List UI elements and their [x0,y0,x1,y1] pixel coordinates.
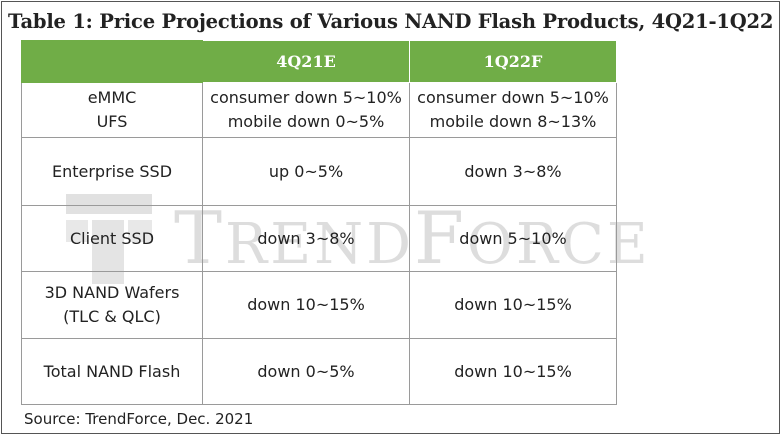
table-row: Client SSD down 3~8% down 5~10% [21,205,617,272]
product-cell: Total NAND Flash [21,338,203,405]
value-cell-4q21e: down 3~8% [202,205,410,272]
value-cell-1q22f: down 10~15% [409,338,617,405]
value-cell-1q22f: consumer down 5~10% mobile down 8~13% [409,82,617,138]
value-cell-1q22f: down 5~10% [409,205,617,272]
header-4q21e: 4Q21E [202,40,410,83]
header-blank-cell [21,40,203,83]
value-cell-1q22f: down 10~15% [409,271,617,339]
price-projection-table: 4Q21E 1Q22F eMMC UFS consumer down 5~10%… [21,40,617,405]
product-cell: eMMC UFS [21,82,203,138]
table-row: Enterprise SSD up 0~5% down 3~8% [21,137,617,206]
value-cell-4q21e: up 0~5% [202,137,410,206]
table-title: Table 1: Price Projections of Various NA… [8,10,774,33]
value-cell-4q21e: consumer down 5~10% mobile down 0~5% [202,82,410,138]
table-header-row: 4Q21E 1Q22F [21,40,617,83]
product-cell: Client SSD [21,205,203,272]
value-cell-1q22f: down 3~8% [409,137,617,206]
table-row: 3D NAND Wafers (TLC & QLC) down 10~15% d… [21,271,617,339]
product-cell: 3D NAND Wafers (TLC & QLC) [21,271,203,339]
product-cell: Enterprise SSD [21,137,203,206]
value-cell-4q21e: down 10~15% [202,271,410,339]
table-row: Total NAND Flash down 0~5% down 10~15% [21,338,617,405]
header-1q22f: 1Q22F [409,40,617,83]
value-cell-4q21e: down 0~5% [202,338,410,405]
table-row: eMMC UFS consumer down 5~10% mobile down… [21,82,617,138]
source-note: Source: TrendForce, Dec. 2021 [24,410,254,428]
